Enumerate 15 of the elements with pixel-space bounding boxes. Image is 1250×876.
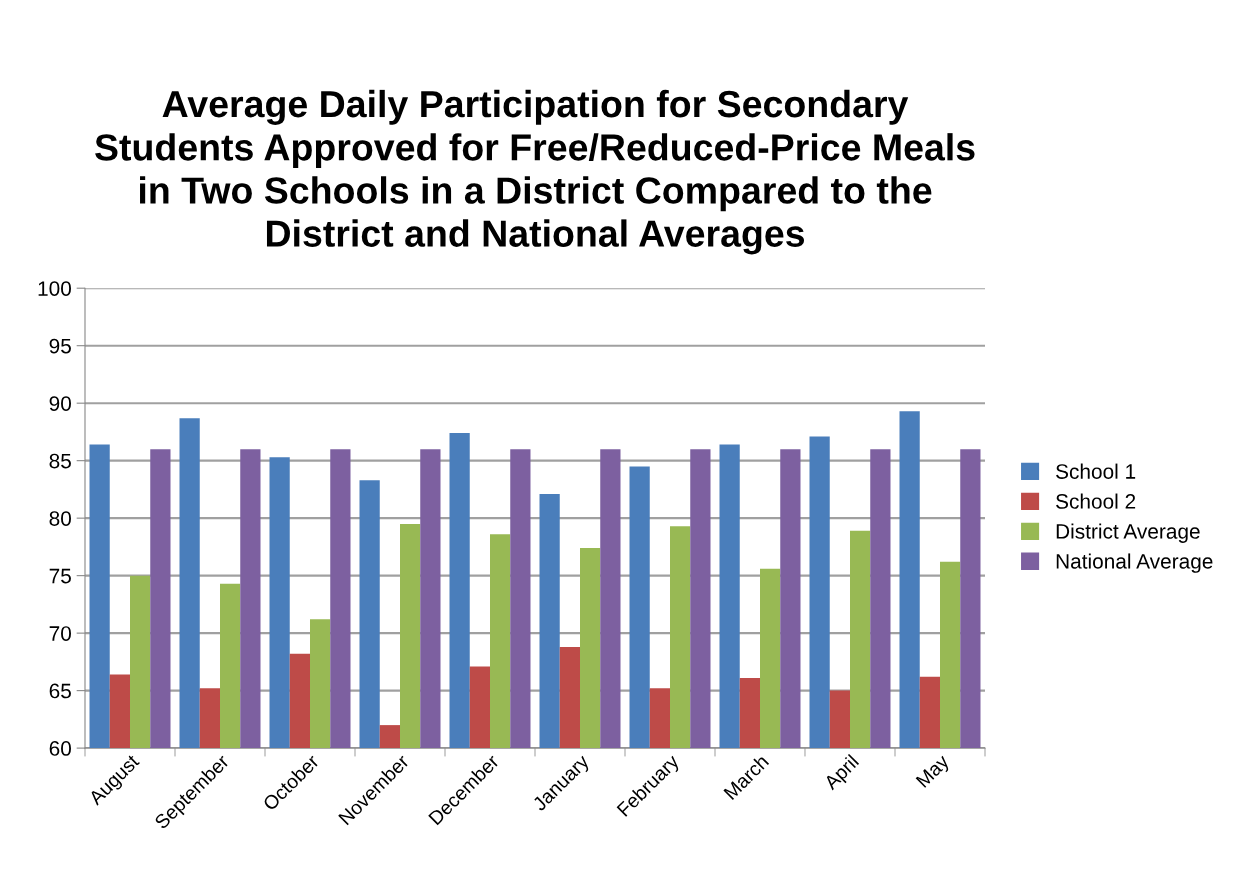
y-tick-label: 65 (49, 683, 71, 699)
x-tick-label: May (915, 753, 953, 791)
y-tick-label: 90 (49, 396, 71, 411)
y-tick-label: 75 (49, 568, 71, 584)
legend-label: School 1 (1056, 463, 1136, 479)
y-tick-label: 60 (49, 741, 71, 756)
y-tick-label: 70 (49, 626, 71, 641)
legend-label: National Average (1056, 553, 1213, 573)
y-tick-label: 80 (49, 511, 71, 526)
y-tick-label: 100 (38, 281, 71, 296)
y-tick-label: 95 (49, 338, 71, 354)
legend-label: District Average (1056, 523, 1200, 543)
y-tick-label: 85 (49, 453, 71, 469)
legend-label: School 2 (1056, 493, 1136, 509)
chart-title: Average Daily Participation for Secondary Students Approved for Free/Reduced-Price Meals in Two Schools in a District Compared to the District and National Averages (95, 89, 975, 255)
